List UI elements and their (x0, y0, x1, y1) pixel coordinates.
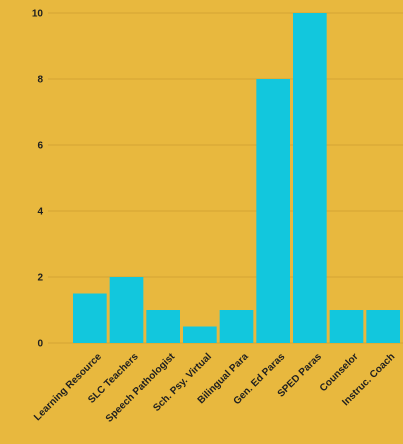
y-tick-label: 8 (37, 75, 43, 86)
y-tick-label: 2 (37, 273, 43, 284)
bar (109, 277, 144, 343)
bar (366, 310, 400, 343)
bar (146, 310, 180, 343)
y-tick-label: 6 (37, 141, 43, 152)
bar (73, 293, 107, 343)
x-category-label: Speech Pathologist (104, 351, 178, 425)
bar (183, 326, 217, 343)
y-tick-label: 0 (37, 339, 43, 350)
x-category-label: Learning Resource (32, 351, 104, 423)
y-tick-label: 10 (32, 9, 44, 20)
bar (219, 310, 254, 343)
bar (329, 310, 364, 343)
bar (256, 79, 290, 343)
y-tick-label: 4 (37, 207, 43, 218)
bar (293, 13, 327, 343)
